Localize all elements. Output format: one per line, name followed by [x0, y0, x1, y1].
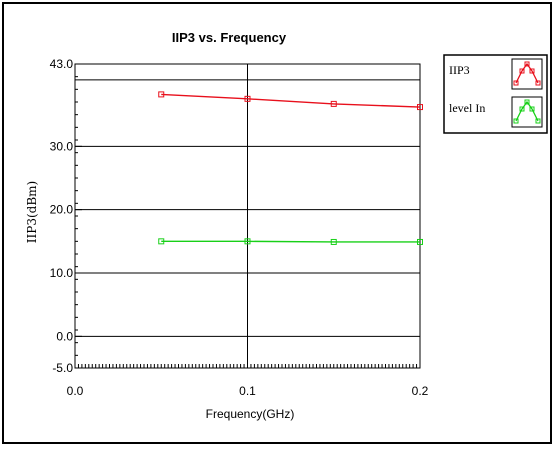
series-1-point — [417, 104, 423, 111]
legend-label-2: level In — [449, 101, 485, 115]
x-tick-label: 0.1 — [239, 384, 256, 398]
chart-svg: IIP3 vs. Frequency 43.0 30.0 20.0 10.0 0.0 -5… — [25, 30, 548, 421]
y-tick-label: -5.0 — [52, 361, 73, 375]
legend-swatch-marker-1 — [519, 68, 525, 74]
legend-swatch-marker-2 — [524, 99, 530, 105]
series-2-point — [330, 238, 337, 245]
y-tick-label: 10.0 — [50, 266, 74, 280]
legend-swatch-marker-2 — [535, 118, 541, 124]
x-tick-label: 0.2 — [412, 384, 429, 398]
series-line-1 — [161, 93, 421, 108]
chart-title: IIP3 vs. Frequency — [172, 30, 287, 45]
y-axis-label: IIP3(dBm) — [25, 181, 39, 243]
series-2-point — [244, 238, 251, 245]
legend-label-1: IIP3 — [449, 63, 470, 77]
legend-swatch-line-1 — [515, 62, 539, 84]
series-1-point — [158, 91, 165, 98]
legend-swatch-marker-2 — [519, 106, 525, 112]
series-1-point — [330, 100, 337, 107]
y-tick-label: 30.0 — [50, 139, 74, 153]
y-tick-label: 0.0 — [56, 329, 73, 343]
legend-swatch-marker-2 — [529, 106, 535, 112]
legend-swatch-marker-1 — [535, 80, 541, 86]
series-2-point — [158, 238, 165, 245]
series-1-point — [244, 95, 251, 102]
legend-swatch-line-2 — [515, 100, 539, 122]
legend-swatch-marker-1 — [529, 68, 535, 74]
x-axis-label: Frequency(GHz) — [206, 407, 295, 421]
y-tick-label: 43.0 — [50, 57, 74, 71]
legend-swatch-marker-1 — [513, 80, 519, 86]
legend: IIP3 level In — [443, 54, 548, 134]
x-tick-label: 0.0 — [67, 384, 84, 398]
y-tick-label: 20.0 — [50, 203, 74, 217]
series-line-2 — [161, 240, 420, 243]
legend-swatch-marker-2 — [513, 118, 519, 124]
chart-frame: IIP3 vs. Frequency 43.0 30.0 20.0 10.0 0.0 -5… — [2, 2, 552, 444]
plot-area: 43.0 30.0 20.0 10.0 0.0 -5.0 0.0 0.1 0.2 — [50, 57, 429, 398]
legend-swatch-marker-1 — [524, 61, 530, 67]
series-2-point — [417, 238, 423, 245]
